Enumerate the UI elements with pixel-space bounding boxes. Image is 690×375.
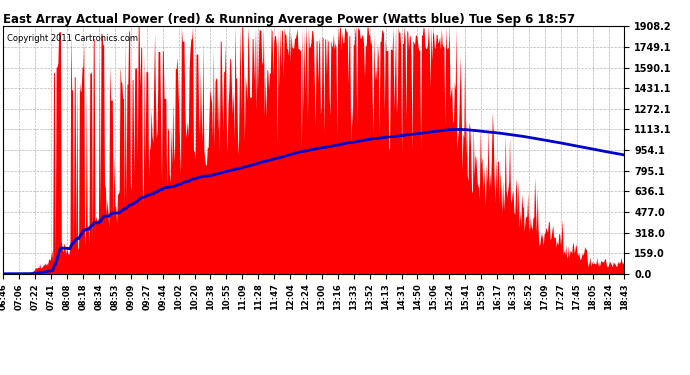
Text: East Array Actual Power (red) & Running Average Power (Watts blue) Tue Sep 6 18:: East Array Actual Power (red) & Running …	[3, 13, 575, 26]
Text: Copyright 2011 Cartronics.com: Copyright 2011 Cartronics.com	[7, 34, 137, 43]
